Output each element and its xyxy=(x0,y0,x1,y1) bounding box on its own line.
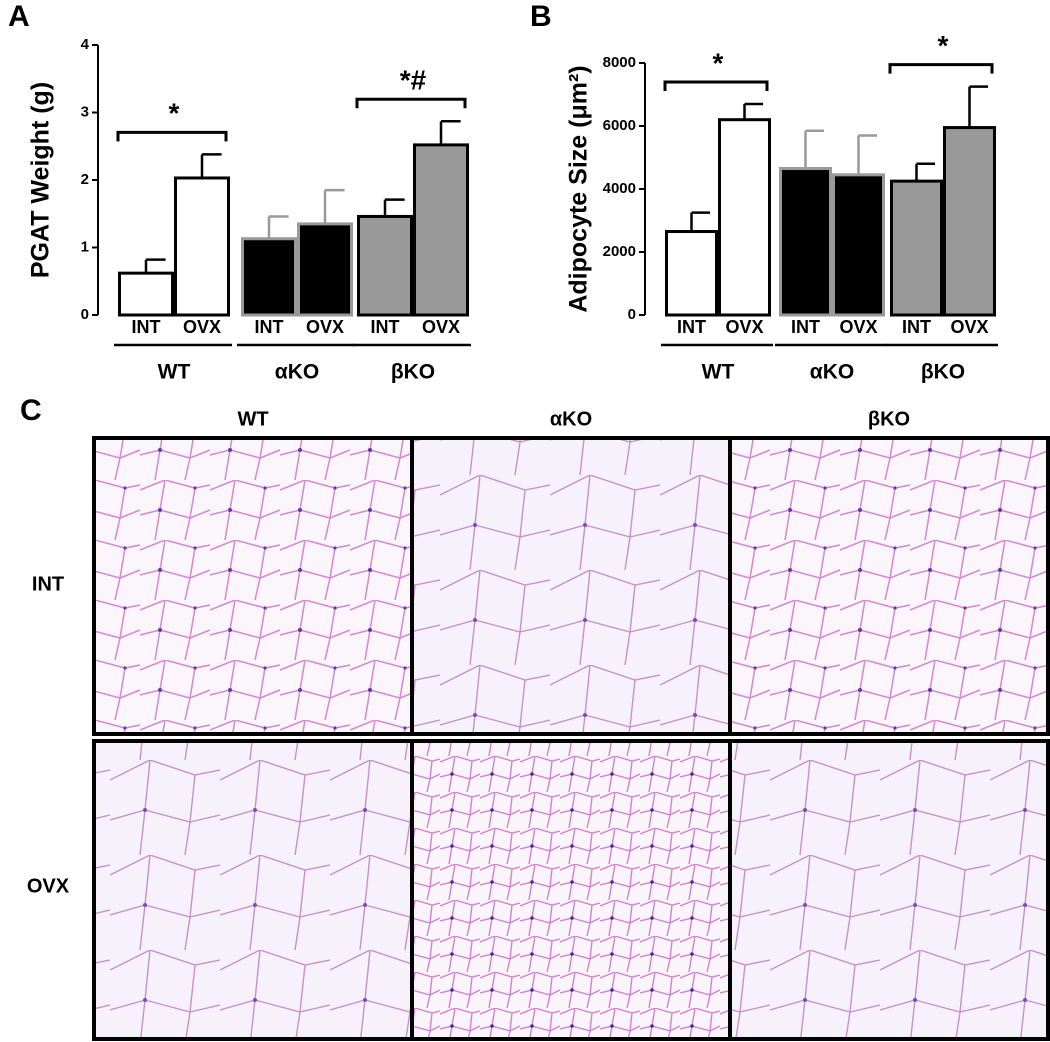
bar xyxy=(118,271,174,317)
bar xyxy=(832,173,885,317)
y-tick-label: 0 xyxy=(81,306,89,323)
y-tick-label: 0 xyxy=(628,306,636,323)
significance-bracket xyxy=(355,97,467,109)
group-label: WT xyxy=(702,361,735,384)
bar xyxy=(413,143,469,317)
y-tick-label: 3 xyxy=(81,103,89,120)
x-tick-label: INT xyxy=(371,317,400,337)
histology-panels: C WT αKO βKO INT OVX xyxy=(20,394,1050,1041)
y-tick-label: 2 xyxy=(81,171,89,188)
bar xyxy=(779,167,832,317)
y-tick-label: 2000 xyxy=(603,243,636,260)
x-tick-label: OVX xyxy=(422,317,460,337)
significance-label: * xyxy=(713,47,724,78)
group-label: WT xyxy=(158,361,191,384)
x-tick-label: INT xyxy=(132,317,161,337)
y-axis-label: Adipocyte Size (μm²) xyxy=(565,65,593,312)
significance-bracket xyxy=(888,63,994,74)
y-tick-label: 4000 xyxy=(603,180,636,197)
x-tick-label: INT xyxy=(791,317,820,337)
y-tick-label: 8000 xyxy=(603,54,636,71)
column-label: βKO xyxy=(868,408,910,430)
significance-bracket xyxy=(116,130,228,142)
bar xyxy=(357,214,413,317)
micrograph xyxy=(410,739,732,1041)
micrograph xyxy=(728,739,1050,1041)
bar xyxy=(174,176,230,317)
panel-label: A xyxy=(8,0,30,33)
significance-label: * xyxy=(169,98,180,129)
x-tick-label: OVX xyxy=(725,317,763,337)
y-tick-label: 4 xyxy=(81,36,90,53)
micrograph xyxy=(410,436,732,736)
panel-label: C xyxy=(20,394,42,427)
column-label: WT xyxy=(237,408,268,430)
significance-bracket xyxy=(663,80,769,91)
row-label: OVX xyxy=(27,875,70,897)
y-tick-label: 1 xyxy=(81,238,89,255)
bar xyxy=(890,179,943,317)
x-tick-label: OVX xyxy=(306,317,344,337)
x-tick-label: INT xyxy=(902,317,931,337)
micrograph xyxy=(92,436,414,736)
row-label: INT xyxy=(32,573,64,595)
bar xyxy=(241,237,297,317)
group-label: αKO xyxy=(275,361,319,384)
significance-label: * xyxy=(938,30,949,61)
bar xyxy=(943,126,996,317)
bar xyxy=(297,222,353,317)
x-tick-label: OVX xyxy=(950,317,988,337)
x-tick-label: OVX xyxy=(183,317,221,337)
significance-label: *# xyxy=(400,65,427,96)
panel-label: B xyxy=(530,0,552,33)
y-axis-label: PGAT Weight (g) xyxy=(27,82,55,278)
bar xyxy=(665,230,718,317)
group-label: βKO xyxy=(921,361,965,384)
group-label: αKO xyxy=(810,361,854,384)
micrograph xyxy=(92,739,414,1041)
column-label: αKO xyxy=(550,408,592,430)
x-tick-label: INT xyxy=(255,317,284,337)
bar xyxy=(718,118,771,317)
micrograph xyxy=(728,436,1050,736)
y-tick-label: 6000 xyxy=(603,117,636,134)
x-tick-label: INT xyxy=(677,317,706,337)
group-label: βKO xyxy=(391,361,435,384)
x-tick-label: OVX xyxy=(839,317,877,337)
